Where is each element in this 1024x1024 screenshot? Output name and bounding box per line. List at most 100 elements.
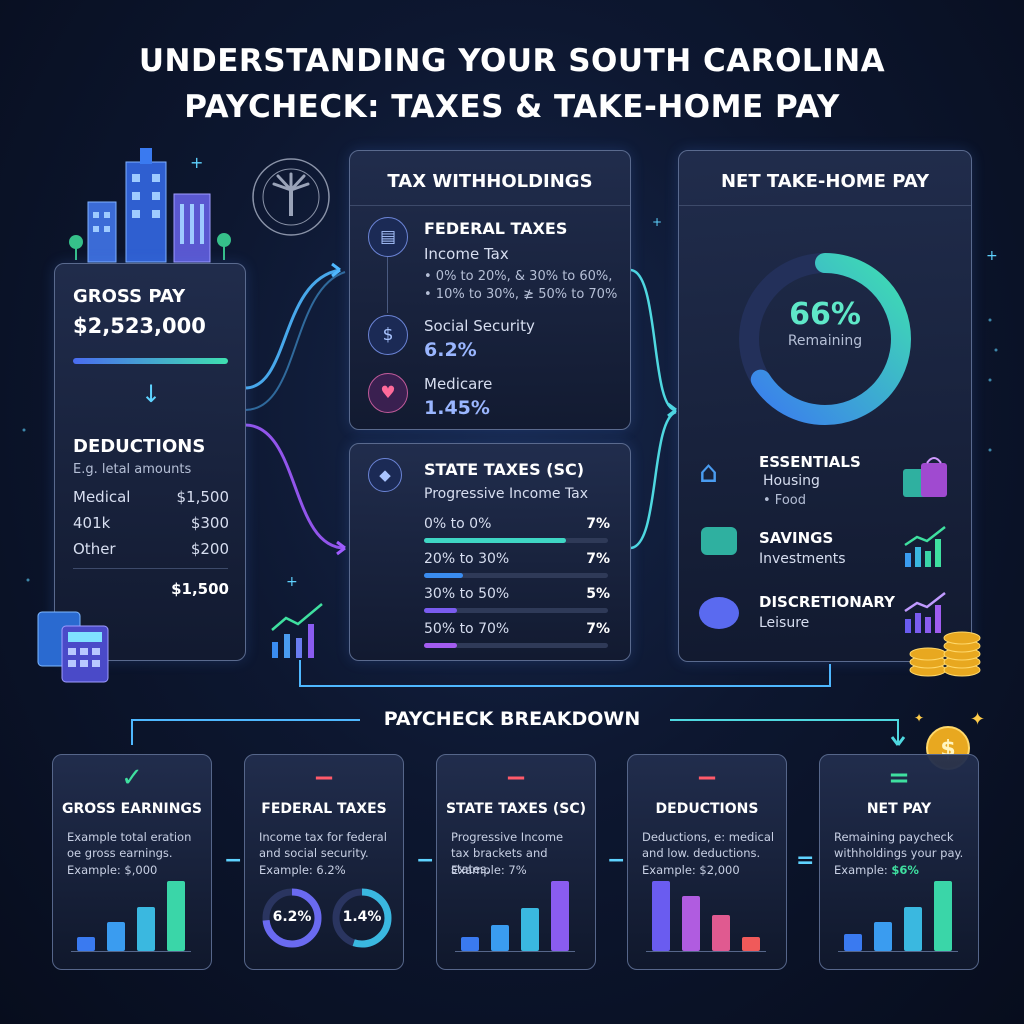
svg-text:+: + [652,215,662,229]
mini-chart-bar [844,934,862,951]
breakdown-operator: − [224,848,243,873]
breakdown-operator: − [416,848,435,873]
deductions-subtitle: E.g. letal amounts [73,462,192,477]
state-bracket-rate: 7% [586,621,610,637]
breakdown-card-example: Example: $2,000 [642,863,740,877]
example-label: Example: [834,863,892,877]
icon-connector-line [387,257,388,313]
discretionary-subtitle: Leisure [759,615,810,631]
mini-chart-bar [521,908,539,951]
discretionary-growth-icon [904,592,946,633]
essentials-housing: Housing [763,473,820,489]
state-bracket-bar-track [424,643,608,648]
savings-title: SAVINGS [759,529,834,547]
state-taxes-title: STATE TAXES (SC) [424,460,585,479]
social-security-hand-coin-icon: $ [368,315,408,355]
piggy-bank-icon [699,597,739,629]
mini-chart-bar [712,915,730,951]
mini-chart-bar [904,907,922,951]
breakdown-operator: − [607,848,626,873]
breakdown-card: = NET PAY Remaining paycheck withholdings … [819,754,979,970]
social-security-label: Social Security [424,317,535,335]
state-bracket-bar-fill [424,538,566,543]
breakdown-card-title: STATE TAXES (SC) [445,801,587,817]
city-buildings-icon [69,148,231,263]
state-bracket-rate: 7% [586,551,610,567]
arrow-down-icon: ↓ [141,380,162,408]
breakdown-card-description: Remaining paycheck withholdings your pay… [834,830,964,860]
state-taxes-panel: ◆ STATE TAXES (SC) Progressive Income Ta… [349,443,631,661]
svg-text:+: + [286,574,298,590]
essentials-food: • Food [763,493,806,508]
example-value: $6% [891,863,919,877]
mini-chart-baseline [838,951,958,952]
gross-pay-title: GROSS PAY [73,286,186,307]
net-title-divider [679,205,971,206]
page-title: UNDERSTANDING YOUR SOUTH CAROLINA PAYCHE… [0,38,1024,130]
svg-text:✦: ✦ [970,709,985,730]
state-bracket-rate: 7% [586,516,610,532]
medicare-rate: 1.45% [424,397,490,419]
gross-pay-amount: $2,523,000 [73,314,206,338]
state-bracket-label: 30% to 50% [424,586,510,602]
tax-withholdings-panel: TAX WITHHOLDINGS ▤ FEDERAL TAXES Income … [349,150,631,430]
mini-chart-bar [461,937,479,951]
breakdown-card-example: Example: 7% [451,863,527,877]
income-tax-label: Income Tax [424,245,509,263]
breakdown-card: − DEDUCTIONS Deductions, e: medical and lo… [627,754,787,970]
svg-text:+: + [986,248,998,264]
mini-chart-bar [137,907,155,951]
breakdown-card-description: Example total eration oe gross earnings. [67,830,192,860]
deductions-title: DEDUCTIONS [73,436,206,457]
gross-pay-panel: GROSS PAY $2,523,000 ↓ DEDUCTIONS E.g. l… [54,263,246,661]
shopping-bags-icon [903,457,947,497]
breakdown-card-example: Example: $,000 [67,863,158,877]
remaining-donut-chart [739,253,911,425]
mini-chart-bar [874,922,892,951]
mini-donut-label: 6.2% [272,909,312,925]
state-bracket-bar-track [424,608,608,613]
tax-title-divider [350,205,630,206]
net-take-home-panel: NET TAKE-HOME PAY 66% Remaining ⌂ ESSENT… [678,150,972,662]
deduction-label-medical: Medical [73,488,131,506]
remaining-percent: 66% [789,297,861,332]
breakdown-card-mark: ✓ [121,763,143,793]
breakdown-card-description: Income tax for federal and social securi… [259,830,387,860]
mini-chart-baseline [455,951,575,952]
mini-chart-bar [682,896,700,951]
mini-chart-bar [742,937,760,951]
mini-chart-bar [551,881,569,951]
deduction-value-401k: $300 [190,514,229,532]
state-bracket-label: 50% to 70% [424,621,510,637]
federal-mini-donuts [262,888,392,948]
breakdown-card-title: NET PAY [866,801,932,817]
svg-text:+: + [190,153,203,172]
state-bracket-bar-fill [424,573,463,578]
mini-chart-bar [77,937,95,951]
deduction-divider [73,568,228,569]
wallet-icon [701,527,737,555]
breakdown-card-title: FEDERAL TAXES [261,801,387,817]
state-taxes-subtitle: Progressive Income Tax [424,486,589,502]
paycheck-breakdown-title: PAYCHECK BREAKDOWN [383,708,641,730]
mini-chart-baseline [646,951,766,952]
breakdown-card-title: DEDUCTIONS [655,801,759,817]
federal-bracket-line-1: • 0% to 20%, & 30% to 60%, [424,269,613,284]
breakdown-card-example: Example: 6.2% [259,863,346,877]
savings-growth-icon [904,526,946,567]
medicare-heart-icon: ♥ [368,373,408,413]
calculator-icon [37,611,109,683]
mini-chart-bar [491,925,509,951]
state-bracket-label: 20% to 30% [424,551,510,567]
mini-donut-arc [262,888,322,948]
state-bracket-bar-track [424,573,608,578]
medicare-label: Medicare [424,375,493,393]
deduction-label-401k: 401k [73,514,111,532]
savings-subtitle: Investments [759,551,846,567]
breakdown-card-mark: − [313,763,335,793]
breakdown-card-mark: − [696,763,718,793]
breakdown-operator: = [796,848,815,873]
mini-chart-bar [652,881,670,951]
net-take-home-title: NET TAKE-HOME PAY [720,171,930,192]
